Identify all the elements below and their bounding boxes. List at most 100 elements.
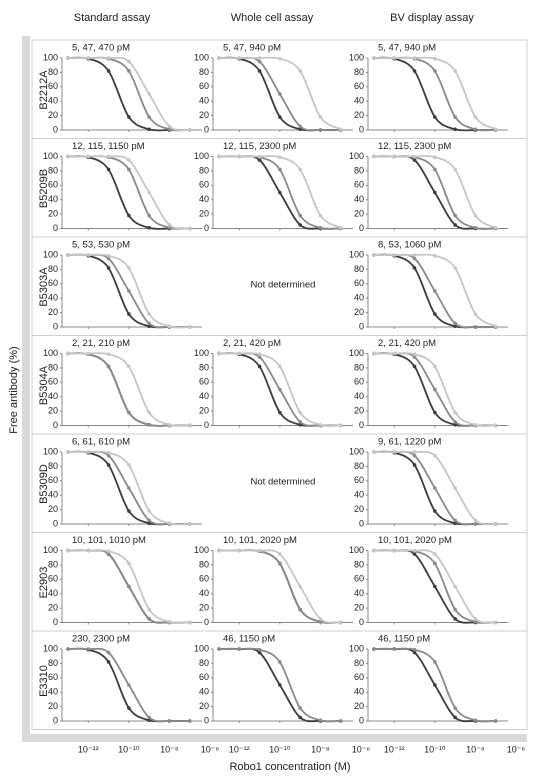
data-point <box>127 115 131 119</box>
data-point <box>147 92 151 96</box>
data-point <box>298 607 302 612</box>
data-point <box>493 620 498 625</box>
data-point <box>412 154 417 159</box>
data-point <box>318 213 323 218</box>
data-point <box>257 158 262 162</box>
data-point <box>453 518 457 523</box>
data-point <box>257 59 262 64</box>
data-point <box>147 321 151 326</box>
data-point <box>392 647 397 651</box>
y-tick-label: 60 <box>199 180 209 190</box>
data-point <box>433 453 437 458</box>
data-point <box>412 650 417 655</box>
fit-curve <box>67 155 190 230</box>
data-point <box>147 607 151 612</box>
fit-curve <box>67 352 190 427</box>
y-tick-label: 20 <box>199 602 209 612</box>
data-point <box>106 660 111 664</box>
data-point <box>453 266 457 270</box>
y-tick-label: 20 <box>354 307 364 317</box>
y-tick-label: 0 <box>359 124 364 134</box>
data-point <box>473 127 478 132</box>
data-point <box>147 190 151 195</box>
y-tick-label: 60 <box>354 278 364 288</box>
data-point <box>433 410 437 415</box>
data-point <box>237 548 242 553</box>
data-point <box>217 647 221 651</box>
data-point <box>278 561 282 566</box>
data-point <box>372 647 376 651</box>
y-tick-label: 60 <box>354 475 364 485</box>
data-point <box>217 154 221 159</box>
data-point <box>106 650 111 655</box>
row-label: B2212A <box>38 70 50 110</box>
y-tick-label: 100 <box>43 249 58 259</box>
annotation: 2, 21, 420 pM <box>223 338 281 349</box>
data-point <box>86 154 91 159</box>
data-point <box>433 552 437 556</box>
data-point <box>298 410 302 415</box>
annotation: 46, 1150 pM <box>223 634 275 645</box>
y-tick-label: 100 <box>43 643 58 653</box>
data-point <box>278 364 282 369</box>
data-point <box>318 617 323 621</box>
data-point <box>318 128 323 132</box>
data-point <box>86 548 91 553</box>
fit-curve <box>67 155 190 230</box>
y-tick-label: 0 <box>53 715 58 725</box>
row-label: B5303A <box>38 267 50 307</box>
y-tick-label: 20 <box>354 701 364 711</box>
data-point <box>493 127 498 132</box>
data-point <box>298 127 302 132</box>
data-point <box>257 355 262 359</box>
y-tick-label: 80 <box>354 658 364 668</box>
data-point <box>493 522 498 526</box>
data-point <box>433 253 437 258</box>
y-tick-label: 20 <box>48 701 58 711</box>
data-point <box>147 422 151 427</box>
fit-curve <box>219 549 341 624</box>
data-point <box>278 92 282 96</box>
data-point <box>412 355 417 359</box>
data-point <box>372 56 376 60</box>
data-point <box>453 715 457 720</box>
data-point <box>147 225 151 230</box>
annotation: 10, 101, 2020 pM <box>223 535 297 546</box>
data-point <box>127 312 131 316</box>
data-point <box>127 486 131 490</box>
data-point <box>278 115 282 119</box>
data-point <box>453 410 457 415</box>
data-point <box>453 115 457 119</box>
x-tick-label: 10⁻⁸ <box>466 744 485 754</box>
data-point <box>66 351 70 356</box>
row-label: B5304A <box>38 365 50 405</box>
y-tick-label: 0 <box>359 321 364 331</box>
data-point <box>167 127 172 132</box>
data-point <box>147 509 151 513</box>
y-tick-label: 60 <box>354 377 364 387</box>
x-tick-label: 10⁻⁶ <box>352 744 371 754</box>
data-point <box>127 584 131 589</box>
annotation: 5, 47, 470 pM <box>72 43 130 54</box>
data-point <box>187 620 192 625</box>
data-point <box>127 364 131 369</box>
data-point <box>318 422 323 427</box>
data-point <box>127 158 131 162</box>
data-point <box>106 167 111 172</box>
data-point <box>433 584 437 589</box>
data-point <box>106 453 111 458</box>
y-tick-label: 100 <box>349 52 364 62</box>
y-tick-label: 0 <box>359 617 364 627</box>
data-point <box>147 127 151 132</box>
y-tick-label: 100 <box>43 151 58 161</box>
data-point <box>473 522 478 526</box>
data-point <box>298 715 302 720</box>
annotation: 5, 47, 940 pM <box>378 43 436 54</box>
data-point <box>433 561 437 566</box>
data-point <box>127 561 131 566</box>
y-tick-label: 100 <box>194 643 209 653</box>
data-point <box>473 312 478 316</box>
y-tick-label: 100 <box>43 52 58 62</box>
data-point <box>433 115 437 119</box>
data-point <box>433 56 437 61</box>
